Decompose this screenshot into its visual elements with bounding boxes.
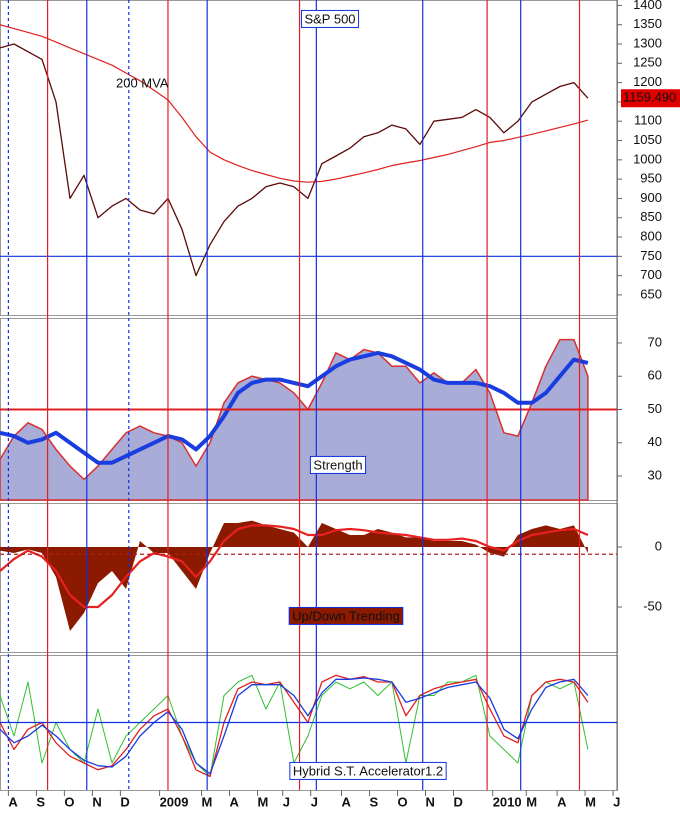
y-tick-label: 750	[640, 248, 662, 263]
y-tick-label: -50	[643, 598, 662, 613]
last-price-label: 1159.490	[623, 90, 676, 105]
x-tick-label: 2009	[160, 794, 189, 809]
y-tick-label: 0	[655, 538, 662, 553]
x-tick-label: O	[398, 794, 408, 809]
y-tick-label: 60	[648, 368, 662, 383]
y-tick-label: 70	[648, 334, 662, 349]
y-tick-label: 1350	[633, 16, 662, 31]
x-tick-label: S	[370, 794, 379, 809]
x-tick-label: A	[342, 794, 352, 809]
last-price-box	[621, 89, 680, 108]
y-tick-label: 1100	[634, 113, 662, 128]
x-tick-label: N	[426, 794, 435, 809]
annotation: 200 MVA	[116, 75, 169, 90]
line	[0, 677, 589, 775]
y-tick-label: 1050	[633, 132, 662, 147]
line	[0, 524, 589, 609]
panel-label-box	[288, 606, 404, 625]
x-tick-label: N	[92, 794, 101, 809]
x-tick-label: M	[202, 794, 213, 809]
x-tick-label: S	[36, 794, 45, 809]
x-tick-label: J	[613, 794, 620, 809]
x-tick-label: D	[454, 794, 463, 809]
panel-label: Hybrid S.T. Accelerator1.2	[293, 763, 443, 778]
y-tick-label: 800	[640, 228, 662, 243]
x-tick-label: O	[64, 794, 74, 809]
y-tick-label: 1300	[633, 35, 662, 50]
y-tick-label: 1200	[633, 74, 662, 89]
chart-title-box	[300, 9, 360, 28]
x-tick-label: D	[120, 794, 129, 809]
x-tick-label: M	[526, 794, 537, 809]
y-tick-label: 30	[648, 467, 662, 482]
x-tick-label: M	[585, 794, 596, 809]
y-tick-label: 1400	[633, 0, 662, 12]
y-tick-label: 900	[640, 190, 662, 205]
y-tick-label: 1000	[633, 151, 662, 166]
panel-label-box	[289, 761, 447, 780]
x-tick-label: A	[8, 794, 18, 809]
x-tick-label: A	[557, 794, 567, 809]
chart-title: S&P 500	[304, 11, 355, 26]
x-tick-label: J	[311, 794, 318, 809]
y-tick-label: 700	[640, 267, 662, 282]
y-tick-label: 850	[640, 209, 662, 224]
x-tick-label: 2010	[493, 794, 522, 809]
y-tick-label: 50	[648, 401, 662, 416]
y-tick-label: 950	[640, 171, 662, 186]
x-tick-label: J	[283, 794, 290, 809]
line	[0, 350, 589, 465]
x-tick-label: M	[258, 794, 269, 809]
y-tick-label: 40	[648, 434, 662, 449]
panel-label: Strength	[313, 457, 362, 472]
x-tick-label: A	[230, 794, 240, 809]
panel-label: Up/Down Trending	[292, 608, 400, 623]
line	[0, 43, 589, 277]
y-tick-label: 1250	[633, 55, 662, 70]
line	[0, 24, 589, 183]
area	[0, 520, 588, 631]
line	[0, 674, 589, 778]
panel-label-box	[309, 455, 367, 474]
y-tick-label: 650	[640, 286, 662, 301]
